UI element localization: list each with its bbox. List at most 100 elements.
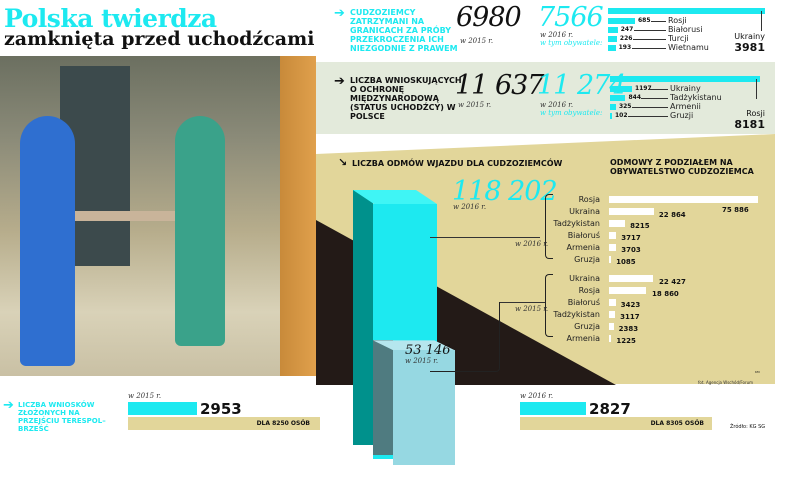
bar-Rosji	[608, 18, 635, 24]
bar-Tadżykistan	[609, 311, 616, 318]
leader	[633, 30, 666, 31]
value-label: 2953	[200, 400, 242, 418]
country-label: Ukrainy	[670, 84, 701, 93]
section1-of-which: w tym obywatele:	[540, 39, 603, 47]
country-label: Gruzji	[670, 111, 694, 120]
value-label: 3717	[621, 234, 641, 242]
section1-year-2016: w 2016 r.	[540, 31, 574, 39]
value-label: 2827	[589, 400, 631, 418]
value-2016: 118 202	[452, 176, 558, 207]
bar-Ukraina	[609, 208, 654, 215]
section1-value-2015: 6980	[456, 2, 522, 33]
total-label: Rosji	[746, 109, 765, 118]
bar-Ukraina	[609, 275, 654, 282]
bar-Armenia	[609, 244, 617, 251]
bar-Białorusi	[608, 27, 618, 33]
value-label: 193	[618, 44, 632, 51]
leader	[631, 48, 666, 49]
pointer-line	[761, 11, 762, 31]
bar-Wietnamu	[608, 45, 616, 51]
photo-women-cooking	[0, 56, 316, 376]
total-label: Ukrainy	[734, 32, 765, 41]
value-label: 22 864	[658, 211, 686, 219]
leader	[641, 98, 668, 99]
country-label: Ukraina	[569, 274, 600, 283]
bracket-2016	[545, 194, 553, 259]
connector-2016	[430, 237, 540, 238]
value-label: 3117	[620, 313, 640, 321]
value-2015: 53 146	[405, 343, 451, 358]
leader	[631, 107, 668, 108]
bar-2015-top	[373, 340, 455, 351]
section1-total: Ukrainy 3981	[720, 32, 765, 54]
bar-w 2015 r.	[128, 402, 197, 415]
connector-2015-top	[500, 302, 545, 303]
year-2015: w 2015 r.	[405, 357, 439, 365]
connector-2015	[430, 302, 500, 372]
value-label: 1197	[634, 85, 652, 92]
value-label: 226	[619, 35, 633, 42]
value-label: 685	[638, 17, 651, 24]
value-label: 325	[618, 103, 632, 110]
initials: KM	[755, 370, 760, 374]
section2-value-2015: 11 637	[455, 70, 544, 101]
bar-Tadżykistanu	[610, 95, 626, 101]
bracket-2015	[545, 274, 553, 337]
section2-year-2015: w 2015 r.	[458, 101, 492, 109]
year-2016: w 2016 r.	[520, 392, 554, 400]
bar-2015-front	[393, 350, 455, 465]
bar-Gruzja	[609, 323, 614, 330]
arrow-right-icon: ➔	[334, 74, 345, 89]
leader	[647, 89, 668, 90]
value-label: 8215	[630, 222, 650, 230]
value-label: 247	[620, 26, 634, 33]
value-label: 3703	[621, 246, 641, 254]
subtitle: zamknięta przed uchodźcami	[4, 28, 315, 50]
country-label: Tadżykistan	[553, 219, 600, 228]
country-label: Rosji	[668, 16, 687, 25]
country-label: Armenii	[670, 102, 701, 111]
pointer-line	[756, 79, 757, 99]
title: Polska twierdza	[4, 4, 217, 33]
country-label: Rosja	[578, 195, 600, 204]
breakdown-title: ODMOWY Z PODZIAŁEM NA OBYWATELSTWO CUDZO…	[610, 158, 754, 176]
section4-label: LICZBA WNIOSKÓW ZŁOŻONYCH NA PRZEJŚCIU T…	[18, 401, 106, 433]
persons-2016: DLA 8305 OSÓB	[520, 417, 712, 430]
value-label: 844	[628, 94, 641, 101]
bar-Armenia	[609, 335, 612, 342]
bar-2016-top	[353, 190, 437, 204]
country-label: Białoruś	[567, 298, 600, 307]
photo-credit: fot. Agencja Wschód/Forum	[698, 380, 754, 385]
country-label: Armenia	[566, 243, 600, 252]
arrow-down-right-icon: ↘	[338, 156, 348, 169]
bar-Białoruś	[609, 299, 616, 306]
bar-w 2016 r.	[520, 402, 587, 415]
country-label: Ukraina	[569, 207, 600, 216]
bar-Tadżykistan	[609, 220, 626, 227]
value-label: 22 427	[659, 278, 686, 286]
bar-Armenii	[610, 104, 616, 110]
section1-value-2016: 7566	[538, 2, 604, 33]
country-label: Wietnamu	[668, 43, 709, 52]
year-2016: w 2016 r.	[453, 203, 487, 211]
value-label: 1085	[616, 258, 636, 266]
section2-label: LICZBA WNIOSKUJĄCYCH O OCHRONĘ MIĘDZYNAR…	[350, 76, 462, 121]
country-label: Tadżykistanu	[670, 93, 722, 102]
bracket-label-2016: w 2016 r.	[515, 240, 549, 248]
bar-2015-side	[373, 340, 393, 455]
value-label: 75 886	[722, 206, 749, 214]
value-label: 18 860	[652, 290, 679, 298]
section3-label: LICZBA ODMÓW WJAZDU DLA CUDZOZIEMCÓW	[352, 159, 563, 168]
bracket-label-2015: w 2015 r.	[515, 305, 549, 313]
persons-2015: DLA 8250 OSÓB	[128, 417, 320, 430]
country-label: Tadżykistan	[553, 310, 600, 319]
band-asylum	[316, 62, 775, 134]
bar-Turcji	[608, 36, 617, 42]
source: Źródło: KG SG	[730, 424, 766, 430]
bar-Gruzji	[610, 113, 612, 119]
bar-Białoruś	[609, 232, 617, 239]
leader	[651, 21, 666, 22]
bar-Gruzja	[609, 256, 612, 263]
bar-Rosja	[609, 287, 647, 294]
section2-total: Rosji 8181	[720, 109, 765, 131]
